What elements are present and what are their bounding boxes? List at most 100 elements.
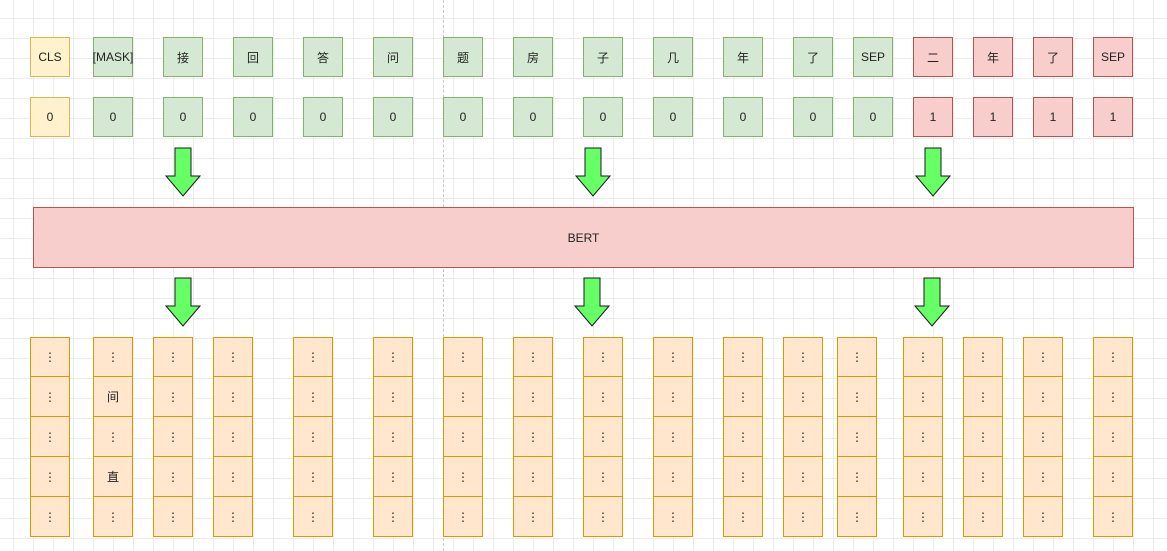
output-cell: ⋮ <box>1093 497 1133 537</box>
token-cls[interactable]: CLS <box>30 37 70 77</box>
segment-id[interactable]: 0 <box>443 97 483 137</box>
output-cell: ⋮ <box>583 497 623 537</box>
output-cell: ⋮ <box>373 457 413 497</box>
output-vector[interactable]: ⋮ ⋮ ⋮ ⋮ ⋮ <box>443 337 483 537</box>
token-er[interactable]: 二 <box>913 37 953 77</box>
output-cell: ⋮ <box>903 377 943 417</box>
output-cell: ⋮ <box>30 457 70 497</box>
output-cell: ⋮ <box>783 457 823 497</box>
token-sep-1[interactable]: SEP <box>853 37 893 77</box>
down-arrow-icon <box>575 147 611 197</box>
output-vector[interactable]: ⋮ ⋮ ⋮ ⋮ ⋮ <box>903 337 943 537</box>
output-cell: ⋮ <box>837 417 877 457</box>
output-cell: ⋮ <box>723 337 763 377</box>
output-cell: ⋮ <box>783 377 823 417</box>
output-cell: ⋮ <box>903 497 943 537</box>
bert-model-block[interactable]: BERT <box>33 207 1134 268</box>
token-ji[interactable]: 几 <box>653 37 693 77</box>
segment-id[interactable]: 0 <box>723 97 763 137</box>
token-ti[interactable]: 题 <box>443 37 483 77</box>
output-vector[interactable]: ⋮ ⋮ ⋮ ⋮ ⋮ <box>783 337 823 537</box>
output-vector-mask[interactable]: ⋮ 间 ⋮ 直 ⋮ <box>93 337 133 537</box>
output-vector[interactable]: ⋮ ⋮ ⋮ ⋮ ⋮ <box>30 337 70 537</box>
output-cell: ⋮ <box>30 337 70 377</box>
output-vector[interactable]: ⋮ ⋮ ⋮ ⋮ ⋮ <box>293 337 333 537</box>
segment-id[interactable]: 0 <box>793 97 833 137</box>
segment-id[interactable]: 0 <box>163 97 203 137</box>
output-cell: ⋮ <box>443 337 483 377</box>
output-vector[interactable]: ⋮ ⋮ ⋮ ⋮ ⋮ <box>213 337 253 537</box>
segment-id[interactable]: 1 <box>1033 97 1073 137</box>
output-cell: ⋮ <box>837 457 877 497</box>
output-cell: ⋮ <box>513 457 553 497</box>
segment-id[interactable]: 1 <box>1093 97 1133 137</box>
output-cell: ⋮ <box>153 457 193 497</box>
output-cell: ⋮ <box>153 337 193 377</box>
output-cell: ⋮ <box>513 377 553 417</box>
token-hui[interactable]: 回 <box>233 37 273 77</box>
down-arrow-icon <box>914 277 950 327</box>
token-jie[interactable]: 接 <box>163 37 203 77</box>
token-le-2[interactable]: 了 <box>1033 37 1073 77</box>
output-vector[interactable]: ⋮ ⋮ ⋮ ⋮ ⋮ <box>1093 337 1133 537</box>
output-cell: ⋮ <box>513 417 553 457</box>
output-vector[interactable]: ⋮ ⋮ ⋮ ⋮ ⋮ <box>1023 337 1063 537</box>
segment-id[interactable]: 0 <box>30 97 70 137</box>
segment-id[interactable]: 0 <box>513 97 553 137</box>
output-vector[interactable]: ⋮ ⋮ ⋮ ⋮ ⋮ <box>583 337 623 537</box>
output-cell: ⋮ <box>373 497 413 537</box>
output-cell: ⋮ <box>443 377 483 417</box>
output-cell: ⋮ <box>153 497 193 537</box>
output-vector[interactable]: ⋮ ⋮ ⋮ ⋮ ⋮ <box>723 337 763 537</box>
output-cell: ⋮ <box>513 497 553 537</box>
segment-id[interactable]: 0 <box>653 97 693 137</box>
output-vector[interactable]: ⋮ ⋮ ⋮ ⋮ ⋮ <box>837 337 877 537</box>
output-cell: ⋮ <box>963 417 1003 457</box>
output-cell: ⋮ <box>837 377 877 417</box>
segment-id[interactable]: 1 <box>973 97 1013 137</box>
output-cell-prediction: 直 <box>93 457 133 497</box>
output-cell: ⋮ <box>93 337 133 377</box>
token-sep-2[interactable]: SEP <box>1093 37 1133 77</box>
output-vector[interactable]: ⋮ ⋮ ⋮ ⋮ ⋮ <box>653 337 693 537</box>
output-cell: ⋮ <box>373 337 413 377</box>
output-cell: ⋮ <box>903 417 943 457</box>
output-cell: ⋮ <box>213 457 253 497</box>
token-zi[interactable]: 子 <box>583 37 623 77</box>
token-mask[interactable]: [MASK] <box>93 37 133 77</box>
token-fang[interactable]: 房 <box>513 37 553 77</box>
output-cell: ⋮ <box>293 337 333 377</box>
segment-id[interactable]: 1 <box>913 97 953 137</box>
segment-id[interactable]: 0 <box>93 97 133 137</box>
output-cell-prediction: 间 <box>93 377 133 417</box>
token-wen[interactable]: 问 <box>373 37 413 77</box>
down-arrow-icon <box>165 147 201 197</box>
output-cell: ⋮ <box>583 337 623 377</box>
output-cell: ⋮ <box>443 417 483 457</box>
segment-id[interactable]: 0 <box>233 97 273 137</box>
output-vector[interactable]: ⋮ ⋮ ⋮ ⋮ ⋮ <box>373 337 413 537</box>
output-cell: ⋮ <box>513 337 553 377</box>
output-cell: ⋮ <box>293 457 333 497</box>
output-cell: ⋮ <box>1093 377 1133 417</box>
segment-id[interactable]: 0 <box>583 97 623 137</box>
token-nian[interactable]: 年 <box>723 37 763 77</box>
output-vector[interactable]: ⋮ ⋮ ⋮ ⋮ ⋮ <box>153 337 193 537</box>
output-vector[interactable]: ⋮ ⋮ ⋮ ⋮ ⋮ <box>963 337 1003 537</box>
output-cell: ⋮ <box>30 417 70 457</box>
token-da[interactable]: 答 <box>303 37 343 77</box>
token-nian-2[interactable]: 年 <box>973 37 1013 77</box>
output-cell: ⋮ <box>963 337 1003 377</box>
output-cell: ⋮ <box>213 497 253 537</box>
output-cell: ⋮ <box>963 377 1003 417</box>
output-cell: ⋮ <box>213 377 253 417</box>
bert-label: BERT <box>567 230 600 245</box>
segment-id[interactable]: 0 <box>373 97 413 137</box>
segment-id[interactable]: 0 <box>303 97 343 137</box>
output-cell: ⋮ <box>93 497 133 537</box>
token-le[interactable]: 了 <box>793 37 833 77</box>
page-divider <box>443 0 444 551</box>
output-cell: ⋮ <box>723 457 763 497</box>
segment-id[interactable]: 0 <box>853 97 893 137</box>
output-vector[interactable]: ⋮ ⋮ ⋮ ⋮ ⋮ <box>513 337 553 537</box>
